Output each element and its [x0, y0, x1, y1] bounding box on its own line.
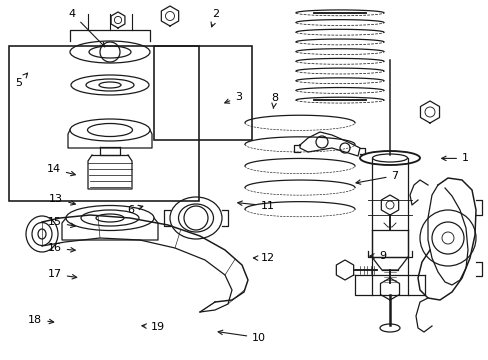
Text: 7: 7 [355, 171, 398, 184]
Text: 3: 3 [224, 92, 242, 103]
Text: 8: 8 [271, 93, 278, 108]
Text: 17: 17 [48, 269, 77, 279]
Text: 19: 19 [142, 322, 164, 332]
Text: 11: 11 [237, 201, 274, 211]
Text: 9: 9 [369, 251, 385, 261]
Text: 18: 18 [28, 315, 54, 325]
Text: 6: 6 [127, 204, 142, 215]
Text: 4: 4 [69, 9, 104, 47]
Text: 12: 12 [253, 253, 274, 264]
Text: 14: 14 [47, 164, 75, 176]
Text: 13: 13 [49, 194, 75, 205]
Bar [154, 46, 251, 140]
Text: 2: 2 [211, 9, 219, 27]
Text: 5: 5 [15, 73, 27, 88]
Text: 16: 16 [48, 243, 75, 253]
Text: 1: 1 [441, 153, 468, 163]
Text: 10: 10 [218, 330, 265, 343]
Bar [9, 46, 198, 201]
Text: 15: 15 [48, 217, 75, 228]
